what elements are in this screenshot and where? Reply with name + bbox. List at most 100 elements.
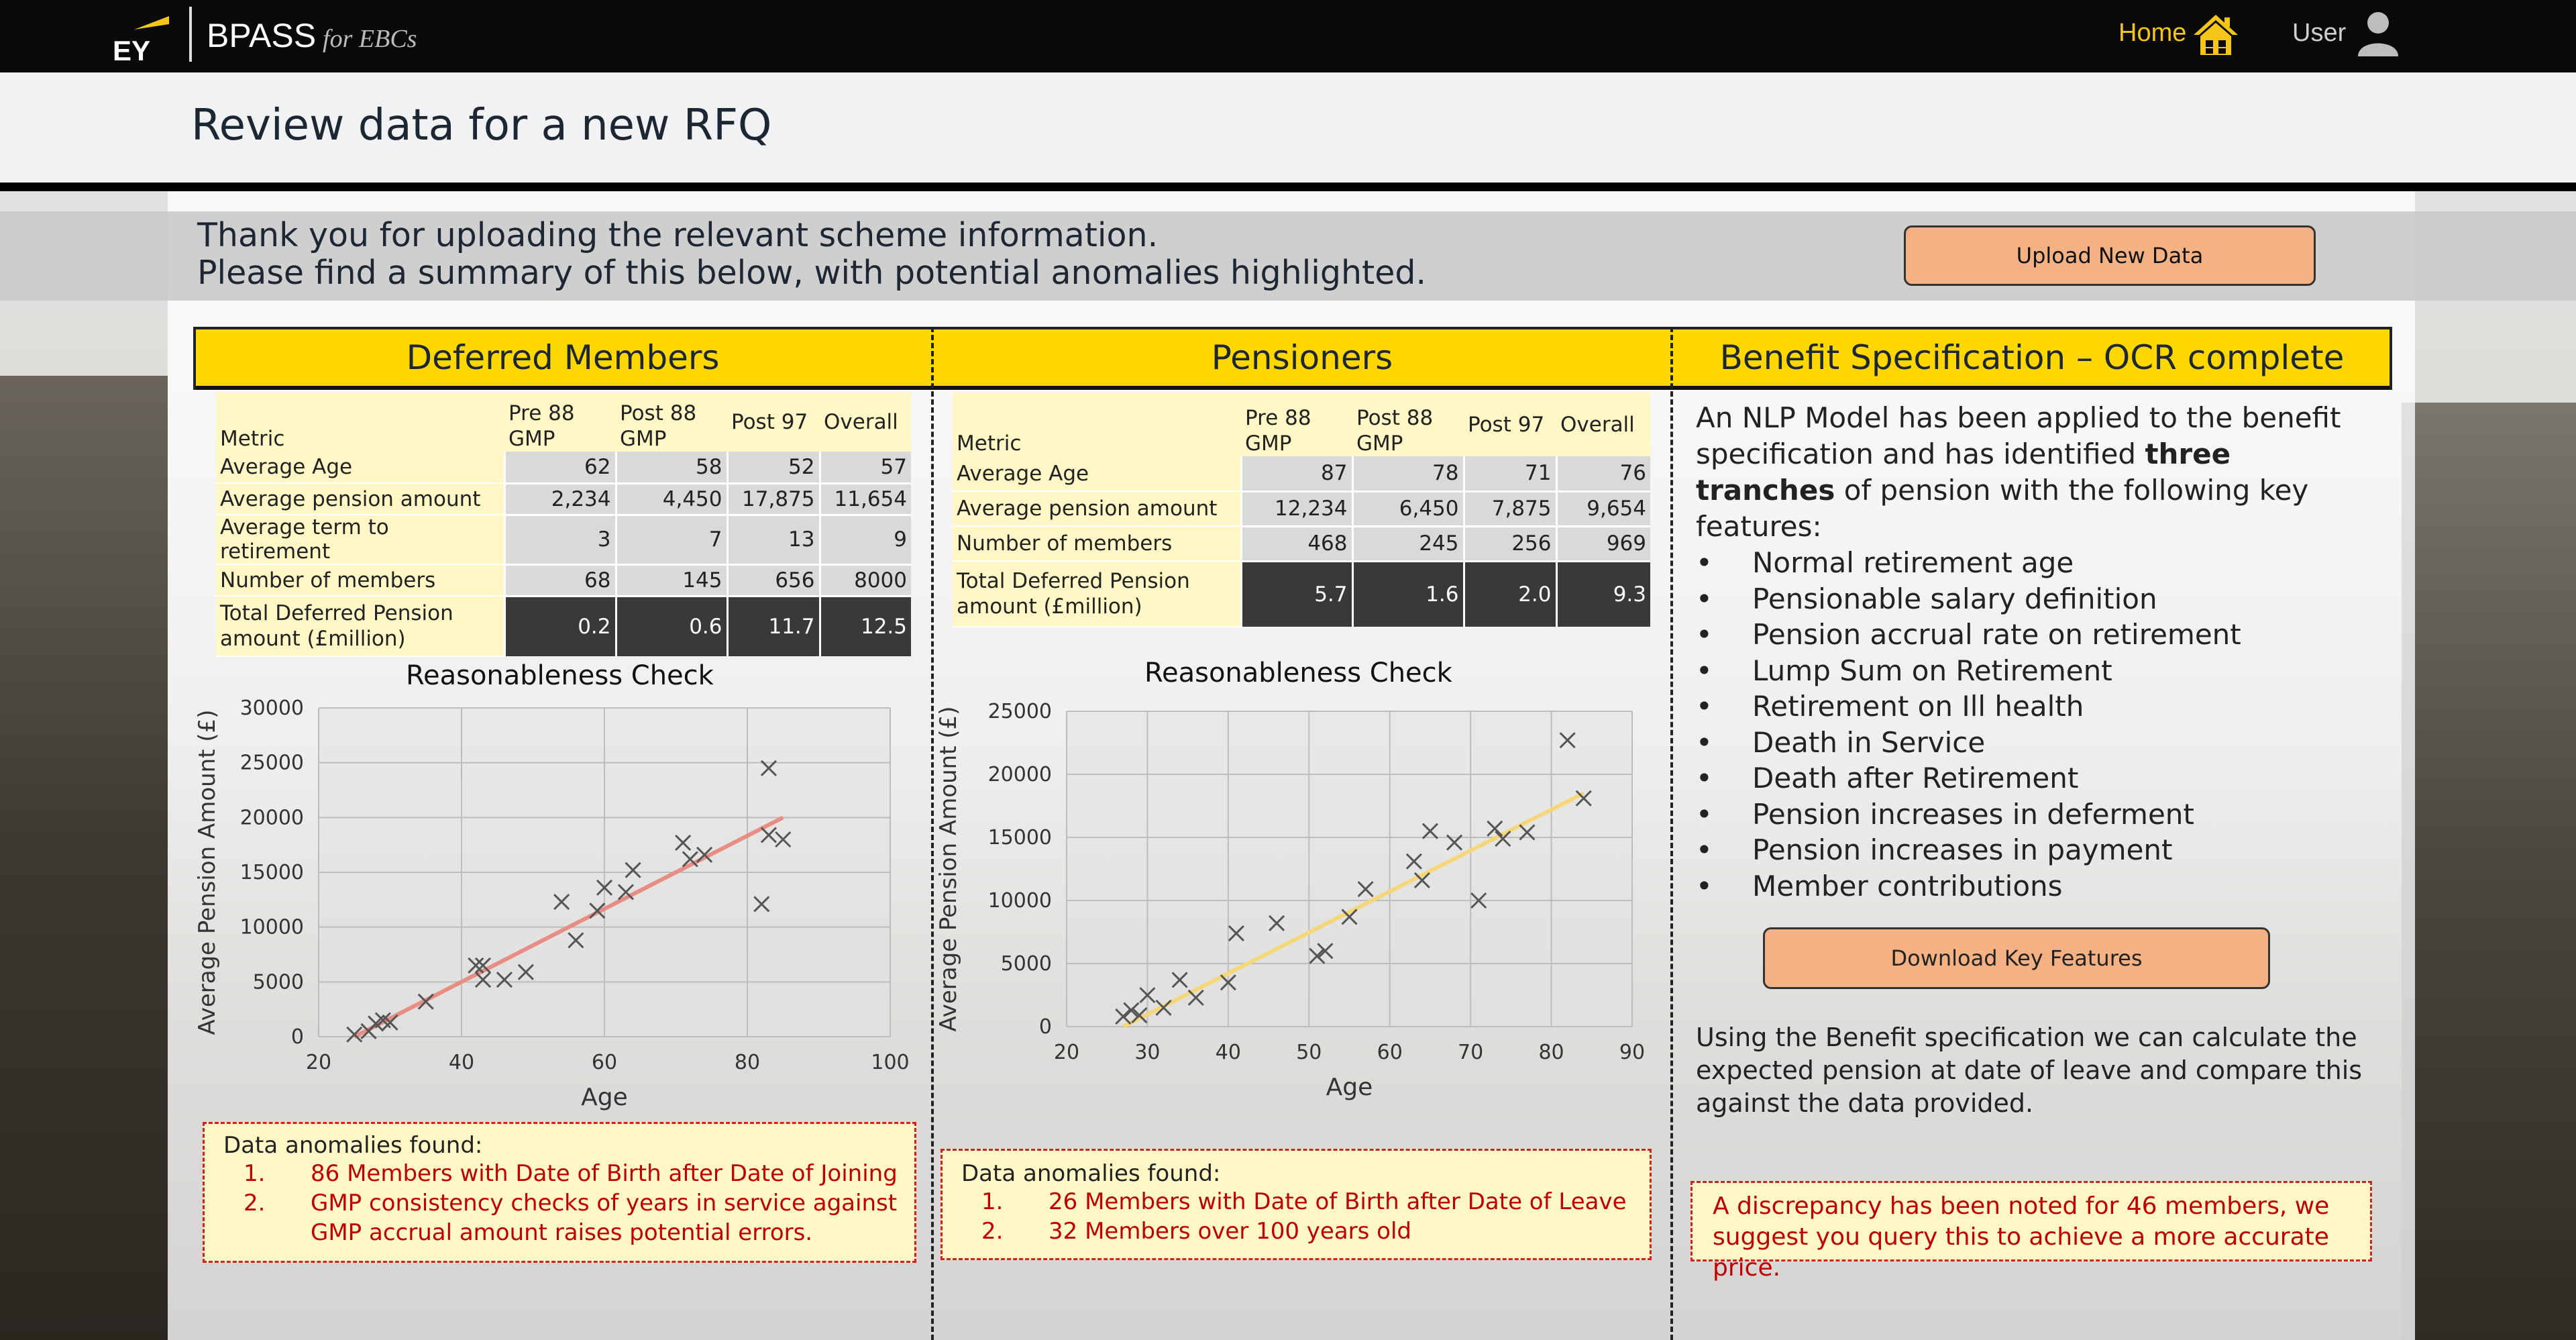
data-point xyxy=(1341,909,1358,925)
data-point xyxy=(1115,1008,1132,1025)
y-tick-label: 10000 xyxy=(240,916,304,939)
pensioners-scatter-chart: 20 30 40 50 60 70 80 90 0 5000 10000 15000 20000 2500… xyxy=(936,700,1645,1101)
list-item: Pension accrual rate on retirement xyxy=(1696,617,2241,653)
table-cell: 245 xyxy=(1351,526,1464,562)
table-row: Average Age 62 58 52 57 xyxy=(216,452,911,484)
data-point xyxy=(1131,1007,1148,1024)
table-header: Metric xyxy=(953,393,1241,456)
table-cell: 76 xyxy=(1555,456,1650,493)
x-tick-label: 80 xyxy=(735,1051,760,1074)
data-point xyxy=(753,896,770,913)
table-cell: 2.0 xyxy=(1462,561,1556,627)
data-point xyxy=(496,972,513,988)
section-divider-2 xyxy=(1670,327,1673,1340)
deferred-anomalies-box: Data anomalies found: 1. 86 Members with … xyxy=(203,1122,916,1263)
x-axis-label: Age xyxy=(581,1084,628,1111)
table-cell-label: Total Deferred Pension amount (£million) xyxy=(216,596,504,657)
data-point xyxy=(346,1026,363,1043)
ey-logo-icon[interactable]: EY xyxy=(107,11,174,64)
x-axis-label: Age xyxy=(1326,1074,1373,1101)
data-point xyxy=(1171,972,1188,988)
data-point xyxy=(474,957,492,974)
table-header: Pre 88 GMP xyxy=(504,393,616,452)
list-item: Death after Retirement xyxy=(1696,760,2241,796)
data-point xyxy=(1519,824,1536,841)
list-item: Normal retirement age xyxy=(1696,545,2241,581)
table-cell: 9,654 xyxy=(1555,491,1650,527)
x-tick-label: 40 xyxy=(449,1051,474,1074)
anomalies-heading: Data anomalies found: xyxy=(223,1132,483,1159)
y-tick-label: 25000 xyxy=(988,700,1052,723)
y-axis-label: Average Pension Amount (£) xyxy=(936,706,962,1031)
table-header-row: Metric Pre 88 GMP Post 88 GMP Post 97 Ov… xyxy=(953,393,1650,456)
data-point xyxy=(1228,925,1244,941)
data-point xyxy=(1575,790,1592,807)
header-left-edge xyxy=(193,327,196,390)
list-item: Pension increases in deferment xyxy=(1696,796,2241,833)
table-cell: 4,450 xyxy=(614,483,727,516)
y-axis-label: Average Pension Amount (£) xyxy=(195,709,221,1035)
table-header: Post 88 GMP xyxy=(616,393,727,452)
table-cell: 87 xyxy=(1240,456,1352,493)
user-icon[interactable] xyxy=(2355,9,2402,56)
table-cell-label: Average pension amount xyxy=(216,483,504,515)
y-tick-label: 30000 xyxy=(240,697,304,720)
data-point xyxy=(760,760,777,776)
header-right-edge xyxy=(2390,327,2392,390)
pensioners-anomalies-box: Data anomalies found: 1. 26 Members with … xyxy=(941,1149,1652,1260)
svg-text:EY: EY xyxy=(113,35,150,64)
y-tick-label: 0 xyxy=(291,1025,304,1049)
data-point xyxy=(474,972,492,988)
list-item: Pension increases in payment xyxy=(1696,832,2241,868)
discrepancy-notice: A discrepancy has been noted for 46 memb… xyxy=(1690,1181,2372,1282)
table-cell-label: Average term to retirement xyxy=(216,515,504,565)
table-header: Post 97 xyxy=(727,393,820,452)
y-tick-label: 5000 xyxy=(253,970,304,994)
intro-line-2: Please find a summary of this below, wit… xyxy=(197,254,1427,292)
x-tick-label: 30 xyxy=(1134,1041,1160,1064)
data-point xyxy=(1470,892,1487,909)
y-tick-label: 20000 xyxy=(240,806,304,829)
table-cell: 78 xyxy=(1351,456,1464,493)
table-cell: 7,875 xyxy=(1462,491,1556,527)
anomaly-item: 1. 86 Members with Date of Birth after Da… xyxy=(244,1160,898,1187)
table-cell: 71 xyxy=(1462,456,1556,493)
table-cell: 12.5 xyxy=(818,596,911,656)
table-cell: 969 xyxy=(1555,526,1650,562)
data-point xyxy=(1139,986,1156,1004)
table-cell: 17,875 xyxy=(726,483,820,516)
data-point xyxy=(517,964,534,980)
table-header: Overall xyxy=(1556,393,1650,456)
table-cell-label: Number of members xyxy=(216,564,504,597)
list-item: Lump Sum on Retirement xyxy=(1696,653,2241,689)
app-brand-sub: for EBCs xyxy=(323,25,417,53)
data-point xyxy=(1446,834,1463,851)
table-cell: 62 xyxy=(503,452,616,484)
table-cell: 256 xyxy=(1462,526,1556,562)
x-tick-label: 80 xyxy=(1538,1041,1564,1064)
y-tick-label: 10000 xyxy=(988,889,1052,913)
page-title: Review data for a new RFQ xyxy=(191,101,772,150)
intro-line-1: Thank you for uploading the relevant sch… xyxy=(197,216,1159,254)
nav-home-link[interactable]: Home xyxy=(2118,19,2187,47)
table-cell: 58 xyxy=(614,452,727,484)
key-features-list: Normal retirement age Pensionable salary… xyxy=(1696,545,2241,904)
upload-new-data-button[interactable]: Upload New Data xyxy=(1904,225,2316,286)
pensioners-chart-title: Reasonableness Check xyxy=(1144,658,1452,688)
table-cell: 11,654 xyxy=(818,483,911,516)
data-point xyxy=(675,834,692,851)
top-bar: EY BPASS for EBCs Home User xyxy=(0,0,2576,72)
download-key-features-button[interactable]: Download Key Features xyxy=(1763,927,2270,989)
table-cell-label: Total Deferred Pension amount (£million) xyxy=(953,561,1241,627)
list-item: Death in Service xyxy=(1696,725,2241,761)
data-point xyxy=(1187,989,1204,1006)
table-row: Number of members 68 145 656 8000 xyxy=(216,564,911,597)
home-icon[interactable] xyxy=(2192,12,2239,56)
data-point xyxy=(617,884,635,900)
table-cell-label: Average Age xyxy=(216,452,504,484)
data-point xyxy=(1309,947,1326,964)
table-cell: 57 xyxy=(818,452,911,484)
plot-area xyxy=(1067,711,1632,1027)
table-cell: 3 xyxy=(503,515,616,566)
nav-user-link[interactable]: User xyxy=(2292,19,2347,47)
